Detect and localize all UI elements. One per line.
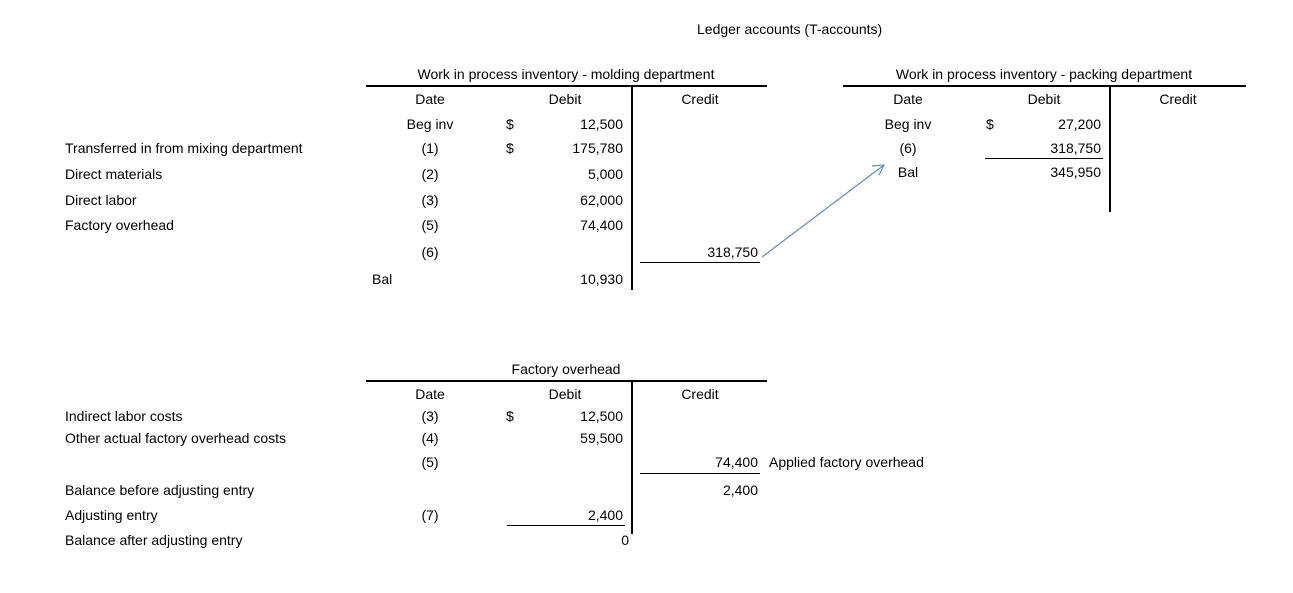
overhead-row-date: (3) [421, 408, 439, 424]
overhead-row-label: Indirect labor costs [65, 408, 183, 424]
packing-row-date: Bal [897, 164, 919, 180]
overhead-row-debit: 0 [621, 532, 629, 548]
packing-center-rule [1109, 85, 1111, 212]
packing-row-date: Beg inv [884, 116, 932, 132]
molding-row-debit: 175,780 [572, 140, 623, 156]
overhead-row-label: Balance before adjusting entry [65, 482, 255, 498]
overhead-row-label: Other actual factory overhead costs [65, 430, 286, 446]
packing-row-debit: 318,750 [1050, 140, 1101, 156]
molding-credit-header: Credit [681, 91, 719, 107]
packing-top-rule [843, 85, 1246, 87]
overhead-row-dollar: $ [506, 408, 514, 424]
packing-date-header: Date [893, 91, 923, 107]
molding-row-debit: 5,000 [587, 166, 623, 182]
overhead-row-label: Balance after adjusting entry [65, 532, 243, 548]
molding-balance-debit: 10,930 [580, 271, 623, 287]
overhead-credit-header: Credit [681, 386, 719, 402]
packing-debit-header: Debit [1027, 91, 1061, 107]
overhead-account-title: Factory overhead [511, 361, 621, 377]
overhead-row-debit: 59,500 [580, 430, 623, 446]
molding-row-debit: 74,400 [580, 217, 623, 233]
overhead-row-date: (4) [421, 430, 439, 446]
overhead-applied-note: Applied factory overhead [769, 454, 924, 470]
molding-row-label: Transferred in from mixing department [65, 140, 303, 156]
molding-row-debit: 62,000 [580, 192, 623, 208]
overhead-row-date: (5) [421, 454, 439, 470]
packing-row-date: (6) [899, 140, 917, 156]
molding-row-date: (2) [421, 166, 439, 182]
overhead-credit-underline [640, 473, 760, 474]
overhead-row-debit: 12,500 [580, 408, 623, 424]
overhead-date-header: Date [415, 386, 445, 402]
molding-row-debit: 12,500 [580, 116, 623, 132]
overhead-row-label: Adjusting entry [65, 507, 158, 523]
packing-debit-underline [985, 158, 1103, 159]
overhead-debit-header: Debit [548, 386, 582, 402]
molding-date-header: Date [415, 91, 445, 107]
molding-account-title: Work in process inventory - molding depa… [417, 66, 715, 82]
molding-top-rule [366, 85, 767, 87]
molding-row-label: Direct labor [65, 192, 137, 208]
molding-row-dollar: $ [506, 140, 514, 156]
molding-row-date: (6) [421, 244, 439, 260]
packing-row-dollar: $ [986, 116, 994, 132]
molding-row-dollar: $ [506, 116, 514, 132]
packing-row-debit: 27,200 [1058, 116, 1101, 132]
overhead-row-credit: 74,400 [715, 454, 758, 470]
packing-row-debit: 345,950 [1050, 164, 1101, 180]
molding-row-label: Factory overhead [65, 217, 174, 233]
molding-debit-header: Debit [548, 91, 582, 107]
page-title: Ledger accounts (T-accounts) [697, 21, 883, 37]
overhead-row-debit: 2,400 [587, 507, 623, 523]
packing-credit-header: Credit [1159, 91, 1197, 107]
molding-balance-label: Bal [372, 271, 393, 287]
molding-row-date: Beg inv [406, 116, 454, 132]
molding-center-rule [631, 85, 633, 290]
overhead-top-rule [366, 380, 767, 382]
molding-credit-underline [640, 262, 760, 263]
packing-account-title: Work in process inventory - packing depa… [895, 66, 1193, 82]
overhead-row-credit: 2,400 [722, 482, 758, 498]
overhead-debit-underline [507, 525, 625, 526]
molding-row-date: (3) [421, 192, 439, 208]
molding-row-label: Direct materials [65, 166, 163, 182]
overhead-center-rule [631, 380, 633, 534]
molding-row-date: (1) [421, 140, 439, 156]
molding-row-date: (5) [421, 217, 439, 233]
molding-row-credit: 318,750 [707, 244, 758, 260]
overhead-row-date: (7) [421, 507, 439, 523]
